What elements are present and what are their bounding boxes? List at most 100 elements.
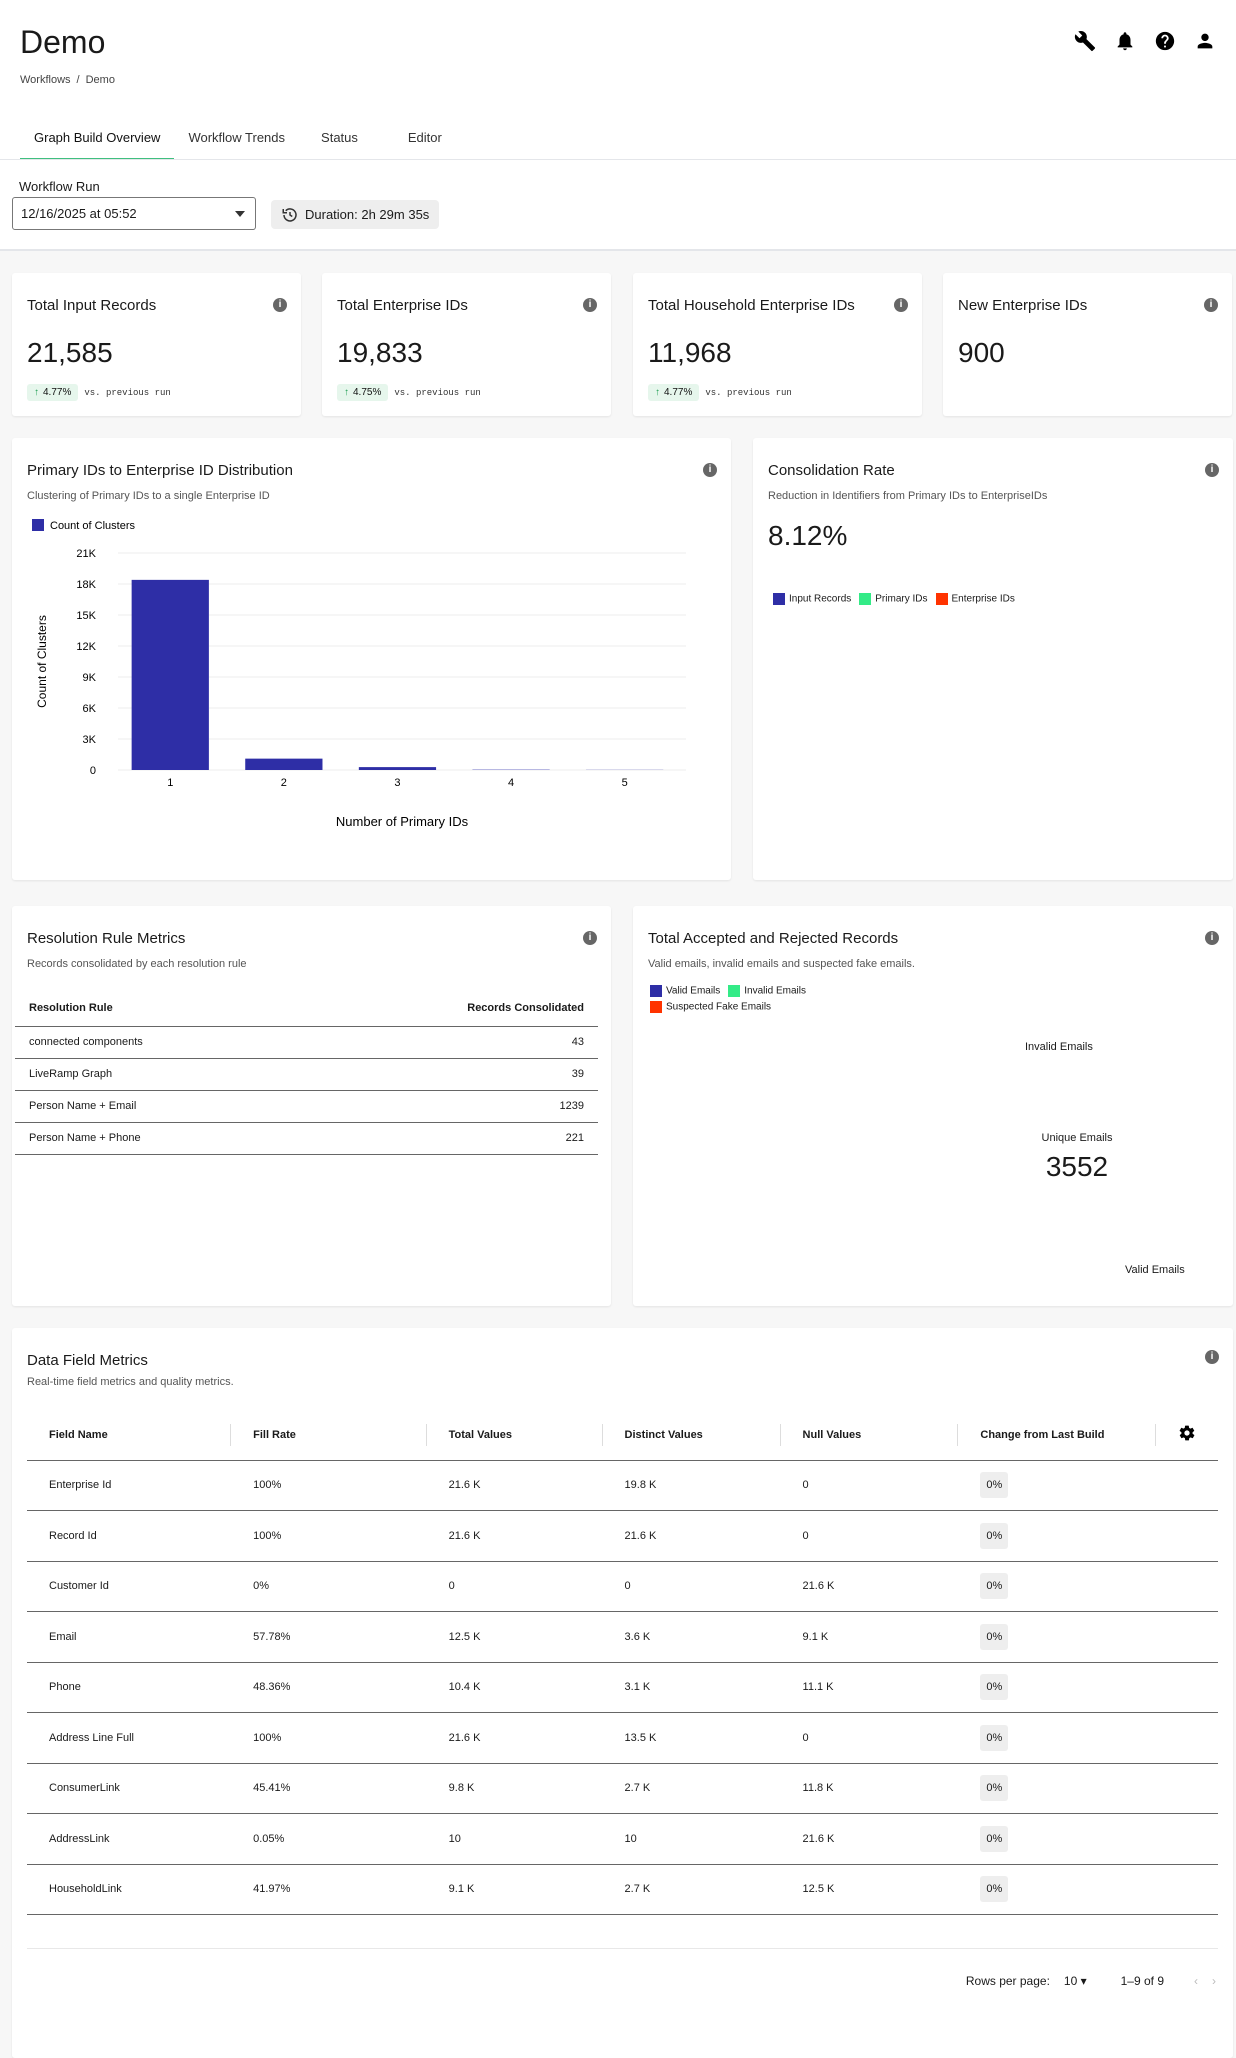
total-values: 12.5 K [427, 1612, 603, 1663]
x-tick-label: 1 [167, 777, 173, 789]
fill-rate: 0% [231, 1561, 427, 1612]
rows-per-page-select[interactable]: 10 ▾ [1064, 1974, 1087, 1988]
donut-label-invalid: Invalid Emails [1025, 1041, 1093, 1053]
field-name: Phone [27, 1662, 231, 1713]
null-values: 0 [781, 1460, 959, 1511]
total-values: 21.6 K [427, 1511, 603, 1562]
change-badge: 0% [980, 1674, 1008, 1700]
card-subtitle: Records consolidated by each resolution … [27, 958, 247, 970]
y-tick-label: 12K [76, 641, 96, 653]
card-title: Total Accepted and Rejected Records [648, 930, 898, 947]
change-badge: 0% [980, 1573, 1008, 1599]
card-subtitle: Real-time field metrics and quality metr… [27, 1376, 234, 1388]
total-values: 10.4 K [427, 1662, 603, 1713]
total-values: 21.6 K [427, 1460, 603, 1511]
records-consolidated: 39 [303, 1058, 598, 1090]
null-values: 0 [781, 1511, 959, 1562]
consolidation-card: Consolidation Rate i Reduction in Identif… [753, 438, 1233, 880]
column-header[interactable]: Resolution Rule [15, 990, 303, 1026]
card-title: Consolidation Rate [768, 462, 895, 479]
records-consolidated: 1239 [303, 1090, 598, 1122]
field-name: Address Line Full [27, 1713, 231, 1764]
bar-3[interactable] [359, 767, 436, 770]
bar-4[interactable] [472, 769, 549, 770]
card-subtitle: Valid emails, invalid emails and suspect… [648, 958, 915, 970]
bar-1[interactable] [132, 580, 209, 770]
info-icon[interactable]: i [1205, 1350, 1219, 1364]
y-tick-label: 3K [83, 734, 97, 746]
field-name: Customer Id [27, 1561, 231, 1612]
donut-center-label: Unique Emails [977, 1132, 1177, 1144]
legend-item[interactable]: Enterprise IDs [936, 593, 1015, 605]
column-header[interactable]: Fill Rate [231, 1410, 427, 1460]
total-values: 0 [427, 1561, 603, 1612]
fill-rate: 45.41% [231, 1763, 427, 1814]
column-header[interactable]: Field Name [27, 1410, 231, 1460]
info-icon[interactable]: i [1205, 931, 1219, 945]
consolidation-rate: 8.12% [768, 520, 847, 552]
x-tick-label: 5 [622, 777, 628, 789]
donut-label-valid: Valid Emails [1125, 1264, 1185, 1276]
total-values: 9.8 K [427, 1763, 603, 1814]
column-header[interactable]: Null Values [781, 1410, 959, 1460]
rule-name: LiveRamp Graph [15, 1058, 303, 1090]
info-icon[interactable]: i [583, 931, 597, 945]
y-tick-label: 6K [83, 703, 97, 715]
footer-divider [27, 1948, 1218, 1949]
x-tick-label: 4 [508, 777, 514, 789]
total-values: 9.1 K [427, 1864, 603, 1915]
legend-item[interactable]: Suspected Fake Emails [650, 1001, 771, 1013]
field-name: AddressLink [27, 1814, 231, 1865]
x-tick-label: 3 [394, 777, 400, 789]
records-consolidated: 43 [303, 1026, 598, 1058]
change-badge: 0% [980, 1523, 1008, 1549]
card-title: Data Field Metrics [27, 1352, 148, 1369]
y-axis-label: Count of Clusters [35, 615, 49, 708]
bar-2[interactable] [245, 759, 322, 770]
y-tick-label: 21K [76, 548, 96, 560]
distinct-values: 19.8 K [603, 1460, 781, 1511]
chevron-left-icon[interactable]: ‹ [1194, 1974, 1198, 1988]
rule-name: connected components [15, 1026, 303, 1058]
column-header[interactable]: Total Values [427, 1410, 603, 1460]
null-values: 12.5 K [781, 1864, 959, 1915]
info-icon[interactable]: i [1205, 463, 1219, 477]
funnel-legend: Input Records Primary IDs Enterprise IDs [773, 593, 1015, 605]
legend-swatch [32, 519, 44, 531]
gear-icon[interactable] [1156, 1410, 1218, 1460]
total-values: 21.6 K [427, 1713, 603, 1764]
fill-rate: 0.05% [231, 1814, 427, 1865]
field-name: Email [27, 1612, 231, 1663]
field-name: Enterprise Id [27, 1460, 231, 1511]
column-header[interactable]: Distinct Values [603, 1410, 781, 1460]
distinct-values: 2.7 K [603, 1864, 781, 1915]
emails-card: Total Accepted and Rejected Records i Val… [633, 906, 1233, 1306]
donut-center-value: 3552 [977, 1151, 1177, 1183]
emails-legend: Valid Emails Invalid Emails Suspected Fa… [650, 985, 850, 1013]
y-tick-label: 18K [76, 579, 96, 591]
legend-item[interactable]: Valid Emails [650, 985, 720, 997]
y-tick-label: 9K [83, 672, 97, 684]
legend-item[interactable]: Primary IDs [859, 593, 927, 605]
column-header[interactable]: Records Consolidated [303, 990, 598, 1026]
records-consolidated: 221 [303, 1122, 598, 1154]
change-badge: 0% [980, 1775, 1008, 1801]
legend-item[interactable]: Input Records [773, 593, 851, 605]
column-header[interactable]: Change from Last Build [958, 1410, 1156, 1460]
legend-item[interactable]: Invalid Emails [728, 985, 806, 997]
distinct-values: 3.1 K [603, 1662, 781, 1713]
null-values: 9.1 K [781, 1612, 959, 1663]
distinct-values: 10 [603, 1814, 781, 1865]
chevron-right-icon[interactable]: › [1212, 1974, 1216, 1988]
card-subtitle: Reduction in Identifiers from Primary ID… [768, 490, 1047, 502]
card-title: Resolution Rule Metrics [27, 930, 185, 947]
